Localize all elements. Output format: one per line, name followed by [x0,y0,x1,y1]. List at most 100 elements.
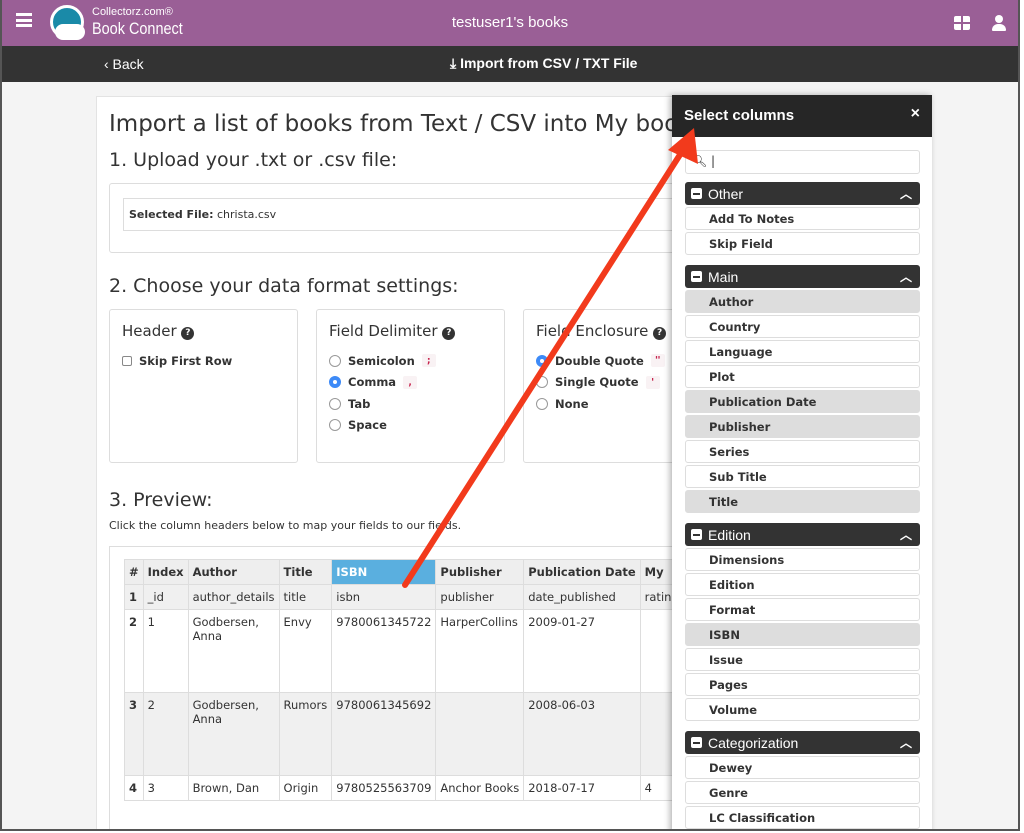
option-label: Tab [348,396,371,411]
chevron-up-icon[interactable]: ︿ [899,187,912,201]
column-option[interactable]: Publisher [685,415,920,438]
column-option[interactable]: Series [685,440,920,463]
column-header[interactable]: Author [187,559,280,585]
table-cell: 2 [142,692,189,776]
column-option[interactable]: Sub Title [685,465,920,488]
group-title: Categorization [708,734,799,751]
delimiter-option[interactable]: Tab [329,393,492,415]
table-cell: 4 [124,775,144,801]
column-header[interactable]: Index [142,559,189,585]
table-cell: Origin [278,775,333,801]
step1-heading: 1. Upload your .txt or .csv file: [109,149,398,171]
radio-icon[interactable] [536,354,548,367]
column-option[interactable]: Country [685,315,920,338]
close-icon[interactable]: × [910,105,920,122]
upload-box[interactable]: Selected File: christa.csv [109,183,709,253]
table-cell: author_details [187,584,280,610]
chevron-up-icon[interactable]: ︿ [899,736,912,750]
header-title: Header [122,322,177,340]
table-cell: Brown, Dan [187,775,280,801]
page-heading: Import a list of books from Text / CSV i… [109,111,704,137]
column-option[interactable]: Format [685,598,920,621]
radio-icon[interactable] [329,354,341,367]
table-cell: Anchor Books [435,775,525,801]
radio-icon[interactable] [329,419,341,432]
column-option[interactable]: Publication Date [685,390,920,413]
column-option[interactable]: Add To Notes [685,207,920,230]
group-header[interactable]: Main ︿ [685,265,920,288]
table-row: 1 _id author_details title isbn publisher date… [124,584,677,610]
option-code: " [650,354,665,368]
help-icon[interactable]: ? [653,327,667,340]
column-option[interactable]: LC Classification [685,806,920,829]
table-cell: _id [142,584,189,610]
group-header[interactable]: Other ︿ [685,182,920,205]
table-cell: 2009-01-27 [523,609,641,693]
option-code: , [403,375,418,389]
option-code: ' [645,375,660,389]
column-option[interactable]: Plot [685,365,920,388]
help-icon[interactable]: ? [442,327,456,340]
table-cell [435,692,525,776]
delimiter-option[interactable]: Comma, [329,372,492,394]
collapse-icon[interactable] [691,271,702,282]
table-cell: 4 [639,775,677,801]
column-header[interactable]: # [124,559,144,585]
table-cell: 1 [142,609,189,693]
header-settings: Header ? Skip First Row [109,309,298,463]
radio-icon[interactable] [536,397,548,410]
table-cell: 3 [124,692,144,776]
table-cell: isbn [331,584,437,610]
collapse-icon[interactable] [691,737,702,748]
column-header[interactable]: Title [278,559,333,585]
table-row: 2 1 Godbersen, Anna Envy 9780061345722 Harper… [124,609,677,693]
column-header[interactable]: Publication Date [523,559,641,585]
column-option[interactable]: ISBN [685,623,920,646]
chevron-up-icon[interactable]: ︿ [899,528,912,542]
menu-icon[interactable] [16,13,32,27]
table-cell: 2018-07-17 [523,775,641,801]
column-option[interactable]: Dewey [685,756,920,779]
column-option[interactable]: Issue [685,648,920,671]
top-bar: Collectorz.com® Book Connect testuser1's… [2,0,1018,46]
selected-file-name: christa.csv [216,208,277,221]
radio-icon[interactable] [329,397,341,410]
column-option[interactable]: Volume [685,698,920,721]
option-label: Skip First Row [139,353,233,368]
group-header[interactable]: Edition ︿ [685,523,920,546]
table-cell: ratin [639,584,677,610]
collapse-icon[interactable] [691,529,702,540]
page-title: ⤓ Import from CSV / TXT File [450,55,638,71]
table-row: 4 3 Brown, Dan Origin 9780525563709 Anchor Bo… [124,775,677,801]
column-option[interactable]: Pages [685,673,920,696]
group-header[interactable]: Categorization ︿ [685,731,920,754]
column-search-input[interactable]: 🔍︎ | [685,150,920,174]
column-option[interactable]: Edition [685,573,920,596]
column-header[interactable]: Publisher [435,559,525,585]
table-cell: 3 [142,775,189,801]
delimiter-settings: Field Delimiter ? Semicolon; Comma, Tab Spa… [316,309,505,463]
column-option[interactable]: Language [685,340,920,363]
radio-icon[interactable] [329,376,341,389]
checkbox-icon[interactable] [122,355,132,366]
delimiter-option[interactable]: Semicolon; [329,350,492,372]
help-icon[interactable]: ? [181,327,195,340]
column-header[interactable]: My [639,559,677,585]
column-option[interactable]: Author [685,290,920,313]
delimiter-option[interactable]: Space [329,415,492,437]
radio-icon[interactable] [536,376,548,389]
collapse-icon[interactable] [691,188,702,199]
column-option[interactable]: Dimensions [685,548,920,571]
column-option[interactable]: Genre [685,781,920,804]
column-option[interactable]: Title [685,490,920,513]
user-icon[interactable] [992,15,1006,31]
grid-icon[interactable] [954,16,970,30]
skip-first-row-checkbox[interactable]: Skip First Row [122,350,285,372]
table-cell: Envy [278,609,333,693]
column-header[interactable]: ISBN [331,559,437,585]
option-label: Single Quote [555,375,639,390]
column-option[interactable]: Skip Field [685,232,920,255]
chevron-up-icon[interactable]: ︿ [899,270,912,284]
back-button[interactable]: ‹ Back [104,56,144,72]
table-cell: title [278,584,333,610]
